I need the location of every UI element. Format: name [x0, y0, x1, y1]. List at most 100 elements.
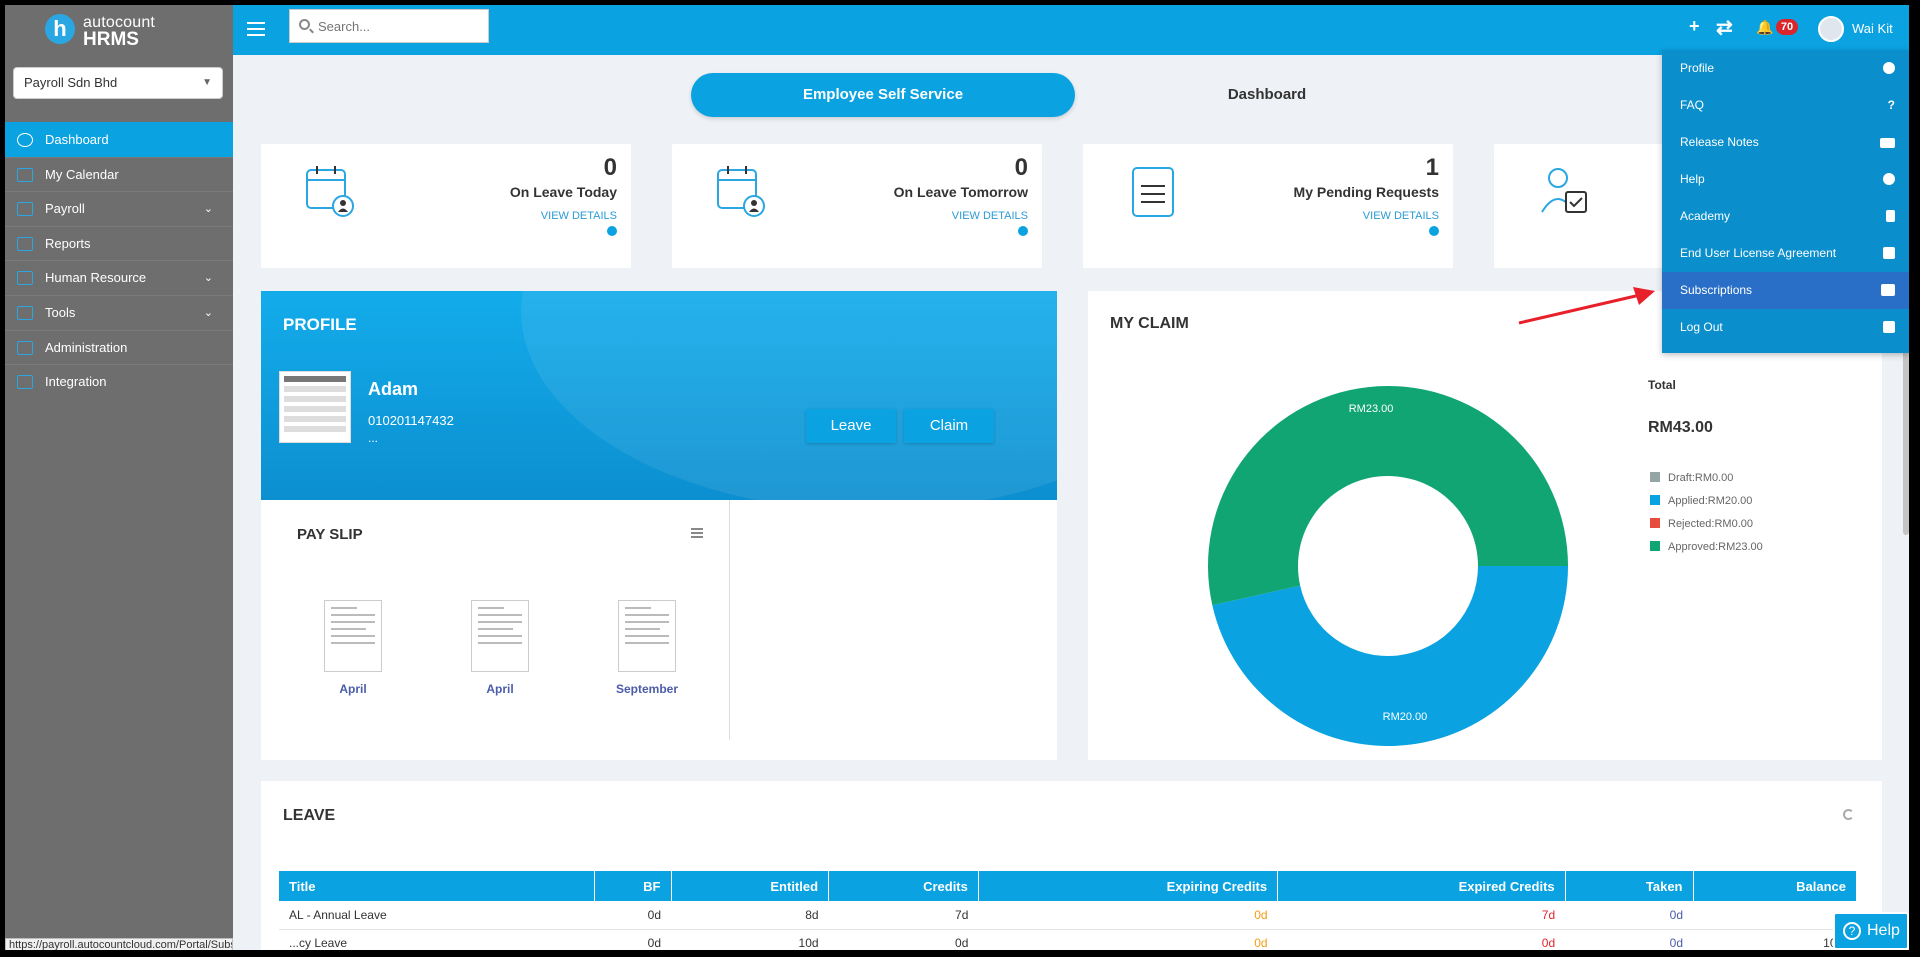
- column-header[interactable]: Balance: [1693, 871, 1857, 901]
- view-details-link[interactable]: VIEW DETAILS: [1362, 210, 1439, 222]
- menu-item-faq[interactable]: FAQ?: [1662, 87, 1909, 124]
- leave-panel: LEAVE Title BF Entitled Credits Expiring…: [261, 781, 1882, 950]
- menu-item-log-out[interactable]: Log Out: [1662, 309, 1909, 346]
- leave-table: Title BF Entitled Credits Expiring Credi…: [279, 871, 1857, 950]
- dashboard-icon: [17, 133, 33, 147]
- user-circle-icon: [1883, 62, 1895, 74]
- sync-icon[interactable]: ⇄: [1716, 17, 1733, 39]
- leave-table-header: Title BF Entitled Credits Expiring Credi…: [279, 871, 1857, 901]
- sidebar-item-label: Dashboard: [45, 132, 109, 147]
- menu-item-help[interactable]: Help: [1662, 161, 1909, 198]
- legend-label: Applied:RM20.00: [1668, 495, 1753, 507]
- payslip-item[interactable]: September: [602, 600, 692, 696]
- claim-button[interactable]: Claim: [904, 409, 994, 443]
- view-details-link[interactable]: VIEW DETAILS: [540, 210, 617, 222]
- refresh-icon[interactable]: [1843, 809, 1854, 820]
- payslip-item[interactable]: April: [455, 600, 545, 696]
- sidebar-item-payroll[interactable]: Payroll ⌄: [5, 191, 233, 226]
- column-header[interactable]: Credits: [828, 871, 979, 901]
- sidebar-item-tools[interactable]: Tools ⌄: [5, 294, 233, 330]
- logo-mark: h: [45, 14, 75, 44]
- column-header[interactable]: Expired Credits: [1277, 871, 1566, 901]
- sidebar-item-my-calendar[interactable]: My Calendar: [5, 156, 233, 192]
- payroll-icon: [17, 202, 33, 217]
- search-input[interactable]: [289, 9, 489, 43]
- table-cell: 0d: [594, 929, 671, 950]
- table-row[interactable]: AL - Annual Leave 0d 8d 7d 0d 7d 0d: [279, 901, 1857, 930]
- column-header[interactable]: Expiring Credits: [978, 871, 1279, 901]
- arrow-circle-icon[interactable]: [607, 226, 617, 236]
- view-details-link[interactable]: VIEW DETAILS: [951, 210, 1028, 222]
- profile-ic-number: 010201147432: [368, 413, 454, 428]
- avatar: [1818, 16, 1844, 42]
- list-icon[interactable]: [691, 528, 703, 538]
- column-header[interactable]: Taken: [1565, 871, 1694, 901]
- payslip-item[interactable]: April: [308, 600, 398, 696]
- stat-card-on-leave-tomorrow: 0 On Leave Tomorrow VIEW DETAILS: [672, 144, 1042, 268]
- help-circle-icon: [1883, 173, 1895, 185]
- menu-item-label: Release Notes: [1680, 135, 1759, 149]
- bell-icon[interactable]: 🔔: [1756, 19, 1774, 35]
- table-cell: 7d: [828, 901, 979, 930]
- tab-employee-self-service[interactable]: Employee Self Service: [691, 73, 1075, 117]
- payslip-month: April: [339, 682, 367, 696]
- payslip-title: PAY SLIP: [297, 526, 363, 543]
- add-icon[interactable]: +: [1689, 16, 1700, 36]
- hamburger-menu-icon[interactable]: [247, 18, 265, 40]
- menu-item-subscriptions[interactable]: Subscriptions: [1662, 272, 1909, 309]
- calendar-person-icon: [717, 166, 765, 217]
- stat-card-partial: [1494, 144, 1664, 268]
- donut-slice-applied[interactable]: [1212, 566, 1568, 747]
- menu-item-label: Subscriptions: [1680, 283, 1753, 297]
- notification-count-badge: 70: [1776, 19, 1798, 35]
- payslip-thumbnail: [324, 600, 382, 672]
- sidebar-item-label: Human Resource: [45, 270, 147, 286]
- stat-label: On Leave Today: [509, 184, 617, 200]
- donut-slice-approved[interactable]: [1208, 386, 1568, 606]
- stat-value: 0: [1014, 154, 1028, 181]
- table-cell: 0d: [594, 901, 671, 930]
- stat-value: 0: [603, 154, 617, 181]
- arrow-circle-icon[interactable]: [1429, 226, 1439, 236]
- help-button[interactable]: ? Help: [1833, 912, 1909, 950]
- user-menu-toggle[interactable]: Wai Kit: [1810, 5, 1909, 55]
- download-icon: [1883, 247, 1895, 259]
- column-header[interactable]: Entitled: [671, 871, 830, 901]
- annotation-arrow: [1518, 287, 1655, 325]
- arrow-circle-icon[interactable]: [1018, 226, 1028, 236]
- reports-icon: [17, 236, 33, 251]
- legend-approved: Approved:RM23.00: [1650, 541, 1763, 553]
- legend-swatch: [1650, 495, 1660, 505]
- payslip-thumbnail: [471, 600, 529, 672]
- company-select[interactable]: Payroll Sdn Bhd ▼: [13, 67, 223, 99]
- menu-item-release-notes[interactable]: Release Notes: [1662, 124, 1909, 161]
- search-icon: [299, 19, 310, 30]
- logo-line1: autocount: [83, 14, 156, 31]
- sidebar-item-reports[interactable]: Reports: [5, 225, 233, 261]
- profile-panel: PROFILE Adam 010201147432 ... Leave Clai…: [261, 291, 1057, 500]
- human-resource-icon: [17, 271, 33, 286]
- question-icon: ?: [1843, 922, 1861, 940]
- sidebar-item-integration[interactable]: Integration: [5, 364, 233, 399]
- view-tabs: Employee Self Service Dashboard: [691, 73, 1391, 117]
- menu-item-academy[interactable]: Academy: [1662, 198, 1909, 235]
- menu-item-eula[interactable]: End User License Agreement: [1662, 235, 1909, 272]
- table-cell: 0d: [1565, 901, 1693, 930]
- calendar-person-icon: [306, 166, 354, 217]
- menu-item-profile[interactable]: Profile: [1662, 50, 1909, 87]
- column-header[interactable]: Title: [279, 871, 596, 901]
- column-header[interactable]: BF: [594, 871, 672, 901]
- stat-card-on-leave-today: 0 On Leave Today VIEW DETAILS: [261, 144, 631, 268]
- table-cell: 0d: [1565, 929, 1693, 950]
- legend-draft: Draft:RM0.00: [1650, 472, 1733, 484]
- stat-label: My Pending Requests: [1293, 184, 1439, 200]
- app-logo[interactable]: h autocount HRMS: [45, 9, 205, 50]
- leave-button[interactable]: Leave: [806, 409, 896, 443]
- menu-item-label: Profile: [1680, 61, 1715, 75]
- sidebar-item-human-resource[interactable]: Human Resource ⌄: [5, 260, 233, 295]
- sidebar-item-administration[interactable]: Administration: [5, 329, 233, 365]
- sidebar-item-dashboard[interactable]: Dashboard: [5, 122, 233, 157]
- sidebar-item-label: Payroll: [45, 201, 85, 217]
- tab-dashboard[interactable]: Dashboard: [1227, 86, 1307, 103]
- table-row[interactable]: ...cy Leave 0d 10d 0d 0d 0d 0d 10...: [279, 929, 1857, 950]
